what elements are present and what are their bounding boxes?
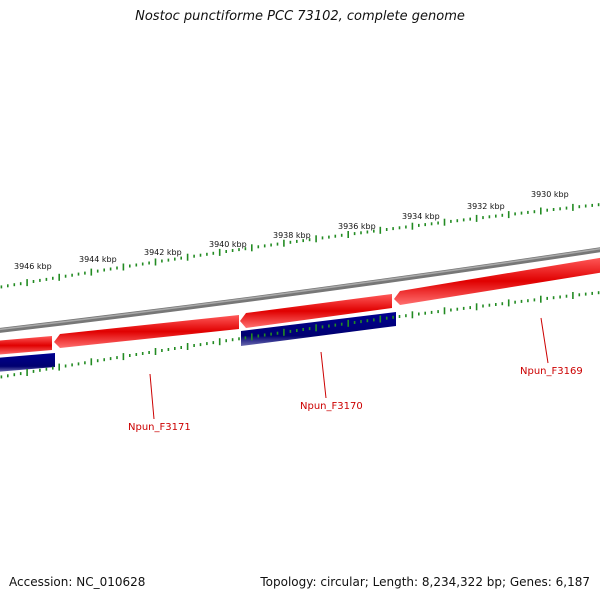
genome-summary-text: Topology: circular; Length: 8,234,322 bp… bbox=[260, 575, 590, 589]
gene-labels: Npun_F3171 Npun_F3170 Npun_F3169 bbox=[128, 366, 583, 433]
outer-tick-ring bbox=[0, 203, 600, 289]
reverse-gene-bar[interactable] bbox=[0, 353, 55, 372]
inner-tick-ring bbox=[0, 291, 600, 379]
tick-label: 3934 kbp bbox=[402, 212, 440, 221]
gene-label[interactable]: Npun_F3170 bbox=[300, 401, 363, 412]
accession-text: Accession: NC_010628 bbox=[9, 575, 146, 589]
tick-label: 3938 kbp bbox=[273, 231, 311, 240]
tick-label: 3946 kbp bbox=[14, 262, 52, 271]
tick-label: 3932 kbp bbox=[467, 202, 505, 211]
forward-strand-genes bbox=[0, 257, 600, 355]
genome-backbone-highlight bbox=[0, 247, 600, 331]
leader-line bbox=[320, 351, 327, 399]
tick-label: 3940 kbp bbox=[209, 240, 247, 249]
tick-label: 3936 kbp bbox=[338, 222, 376, 231]
leader-line bbox=[540, 317, 549, 364]
map-title: Nostoc punctiforme PCC 73102, complete g… bbox=[135, 9, 465, 24]
leader-line bbox=[149, 373, 155, 420]
reverse-strand-genes bbox=[0, 312, 396, 372]
genome-backbone bbox=[0, 247, 600, 333]
gene-label[interactable]: Npun_F3171 bbox=[128, 422, 191, 433]
forward-gene-arrow[interactable] bbox=[0, 336, 52, 355]
gene-label-leaders bbox=[149, 317, 549, 420]
forward-gene-arrow[interactable] bbox=[54, 315, 239, 348]
tick-label: 3930 kbp bbox=[531, 190, 569, 199]
forward-gene-arrow[interactable] bbox=[394, 257, 600, 305]
gene-label[interactable]: Npun_F3169 bbox=[520, 366, 583, 377]
tick-label: 3944 kbp bbox=[79, 255, 117, 264]
forward-gene-arrow[interactable] bbox=[240, 294, 392, 328]
ruler-labels: 3946 kbp 3944 kbp 3942 kbp 3940 kbp 3938… bbox=[14, 190, 569, 271]
reverse-gene-bar[interactable] bbox=[241, 312, 396, 346]
tick-label: 3942 kbp bbox=[144, 248, 182, 257]
